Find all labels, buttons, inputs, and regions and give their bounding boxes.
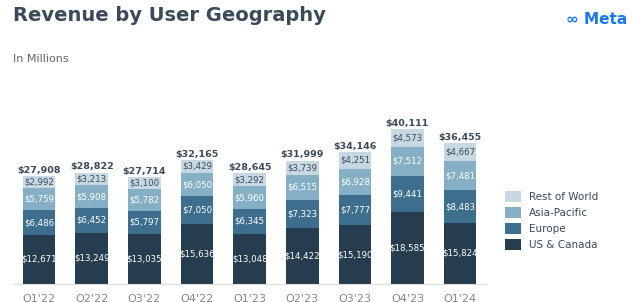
Text: $15,824: $15,824	[442, 249, 478, 258]
Text: $18,585: $18,585	[390, 243, 425, 252]
Bar	[286, 200, 319, 228]
Bar	[339, 152, 371, 169]
Text: $7,050: $7,050	[182, 205, 212, 214]
Text: $5,782: $5,782	[129, 196, 159, 205]
Text: $32,165: $32,165	[175, 149, 219, 159]
Text: $12,671: $12,671	[21, 255, 57, 264]
Text: $4,251: $4,251	[340, 156, 370, 165]
Text: $6,515: $6,515	[287, 183, 317, 192]
Text: $28,645: $28,645	[228, 163, 271, 172]
Bar	[128, 189, 161, 211]
Bar	[286, 161, 319, 175]
Bar	[76, 173, 108, 185]
Bar	[76, 233, 108, 284]
Text: $6,486: $6,486	[24, 218, 54, 227]
Bar	[128, 211, 161, 234]
Text: $3,100: $3,100	[129, 178, 159, 188]
Text: $15,636: $15,636	[179, 249, 215, 258]
Bar	[23, 235, 56, 284]
Bar	[444, 190, 476, 223]
Text: $5,759: $5,759	[24, 194, 54, 204]
Text: $27,908: $27,908	[17, 166, 61, 175]
Text: $7,481: $7,481	[445, 171, 475, 180]
Text: $5,797: $5,797	[129, 218, 159, 227]
Bar	[339, 225, 371, 284]
Text: $36,455: $36,455	[438, 133, 482, 142]
Text: $6,452: $6,452	[77, 216, 107, 225]
Bar	[339, 169, 371, 195]
Text: $3,213: $3,213	[77, 175, 107, 183]
Text: $4,573: $4,573	[392, 133, 422, 143]
Text: $6,928: $6,928	[340, 178, 370, 186]
Bar	[23, 176, 56, 188]
Text: In Millions: In Millions	[13, 54, 68, 64]
Bar	[444, 223, 476, 284]
Text: $3,292: $3,292	[235, 175, 264, 184]
Bar	[391, 147, 424, 176]
Text: $6,345: $6,345	[234, 217, 265, 226]
Bar	[234, 186, 266, 209]
Text: $8,483: $8,483	[445, 202, 475, 211]
Bar	[444, 143, 476, 161]
Bar	[180, 196, 213, 223]
Text: $40,111: $40,111	[386, 119, 429, 128]
Bar	[23, 210, 56, 235]
Text: $31,999: $31,999	[280, 150, 324, 159]
Bar	[76, 208, 108, 233]
Bar	[76, 185, 108, 208]
Text: $34,146: $34,146	[333, 142, 376, 151]
Bar	[286, 175, 319, 200]
Bar	[23, 188, 56, 210]
Text: Revenue by User Geography: Revenue by User Geography	[13, 6, 326, 25]
Bar	[180, 160, 213, 173]
Text: $3,429: $3,429	[182, 162, 212, 171]
Text: $7,512: $7,512	[392, 157, 422, 166]
Bar	[391, 176, 424, 212]
Bar	[234, 233, 266, 284]
Text: $5,908: $5,908	[77, 192, 107, 201]
Text: $14,422: $14,422	[284, 252, 320, 261]
Legend: Rest of World, Asia-Pacific, Europe, US & Canada: Rest of World, Asia-Pacific, Europe, US …	[501, 187, 603, 254]
Bar	[128, 177, 161, 189]
Bar	[286, 228, 319, 284]
Text: $6,050: $6,050	[182, 180, 212, 189]
Text: ∞ Meta: ∞ Meta	[566, 12, 627, 27]
Text: $9,441: $9,441	[392, 190, 422, 198]
Text: $13,048: $13,048	[232, 254, 268, 263]
Text: $7,323: $7,323	[287, 210, 317, 219]
Bar	[444, 161, 476, 190]
Bar	[180, 173, 213, 196]
Bar	[234, 173, 266, 186]
Text: $2,992: $2,992	[24, 178, 54, 187]
Text: $27,714: $27,714	[123, 167, 166, 176]
Bar	[391, 129, 424, 147]
Text: $13,035: $13,035	[127, 254, 162, 263]
Text: $15,190: $15,190	[337, 250, 372, 259]
Bar	[128, 234, 161, 284]
Bar	[391, 212, 424, 284]
Bar	[234, 209, 266, 233]
Text: $13,249: $13,249	[74, 254, 109, 263]
Bar	[339, 195, 371, 225]
Text: $3,739: $3,739	[287, 163, 317, 172]
Text: $28,822: $28,822	[70, 162, 114, 172]
Text: $4,667: $4,667	[445, 148, 475, 157]
Bar	[180, 223, 213, 284]
Text: $7,777: $7,777	[340, 206, 370, 215]
Text: $5,960: $5,960	[235, 193, 264, 202]
